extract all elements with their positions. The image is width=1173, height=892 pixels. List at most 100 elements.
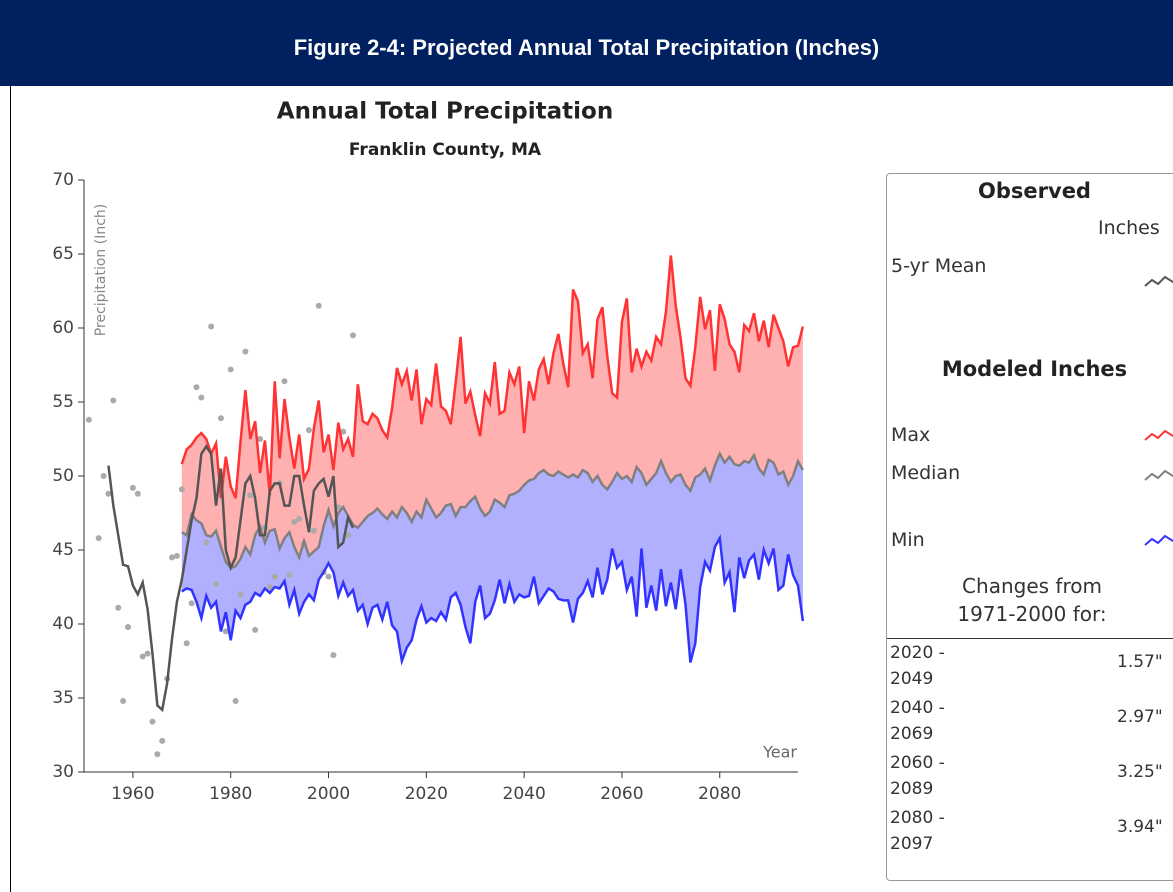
observed-point [183, 640, 190, 647]
observed-point [85, 416, 92, 423]
observed-point [330, 652, 337, 659]
legend-entry: Max [891, 424, 931, 446]
change: 1.57" [1117, 652, 1163, 672]
legend-heading: Observed [978, 179, 1091, 203]
observed-point [345, 532, 352, 539]
chart-title: Annual Total Precipitation [277, 99, 613, 125]
observed-point [193, 384, 200, 391]
observed-point [252, 626, 259, 633]
table-row: 2020 - 2049 1.57" [887, 640, 1173, 695]
observed-point [257, 436, 264, 442]
y-tick-label: 65 [52, 244, 74, 264]
y-tick-label: 45 [52, 540, 74, 560]
observed-point [178, 486, 185, 493]
observed-point [222, 628, 229, 635]
period: 2040 - 2069 [890, 698, 945, 744]
change: 3.94" [1117, 817, 1163, 837]
change: 2.97" [1117, 707, 1163, 727]
x-tick-label: 2020 [405, 784, 448, 804]
y-axis-label: Precipitation (Inch) [93, 204, 109, 336]
y-tick-label: 70 [52, 170, 74, 190]
x-tick-label: 1980 [209, 784, 252, 804]
observed-point [349, 332, 356, 339]
table-row: 2060 - 2089 3.25" [887, 750, 1173, 805]
observed-point [237, 591, 244, 598]
observed-point [286, 572, 293, 579]
observed-point [105, 490, 112, 497]
observed-point [203, 539, 210, 546]
observed-point [95, 535, 102, 542]
change: 3.25" [1117, 762, 1163, 782]
period: 2080 - 2097 [890, 808, 945, 854]
marks [85, 255, 805, 758]
figure-header: Figure 2-4: Projected Annual Total Preci… [0, 0, 1173, 86]
modeled-line [181, 534, 805, 666]
table-row: 2080 - 2097 3.94" [887, 805, 1173, 860]
observed-point [129, 484, 136, 491]
frame [10, 86, 1173, 892]
y-tick-label: 50 [52, 466, 74, 486]
modeled-line [181, 450, 804, 570]
legend-entry: Min [891, 529, 925, 551]
observed-point [266, 584, 273, 590]
period: 2020 - 2049 [890, 643, 945, 689]
mean-line [107, 444, 355, 713]
observed-point [154, 751, 161, 758]
table-row: 2040 - 2069 2.97" [887, 695, 1173, 750]
observed-point [227, 366, 234, 373]
x-tick-label: 2060 [600, 784, 643, 804]
x-tick-label: 2000 [307, 784, 350, 804]
observed-point [144, 650, 151, 657]
observed-point [310, 527, 317, 534]
observed-point [149, 718, 156, 725]
observed-point [134, 490, 141, 497]
y-tick-label: 40 [52, 614, 74, 634]
observed-point [291, 518, 298, 525]
y-tick-label: 55 [52, 392, 74, 412]
legend-icon [1144, 275, 1173, 287]
y-tick-label: 30 [52, 762, 74, 782]
observed-point [271, 573, 278, 580]
observed-point [247, 492, 254, 499]
period: 2060 - 2089 [890, 753, 945, 799]
legend-heading: Modeled Inches [941, 357, 1128, 381]
chart: Annual Total Precipitation Franklin Coun… [52, 99, 805, 804]
observed-point [208, 323, 215, 330]
x-tick-label: 1960 [111, 784, 154, 804]
chart-subtitle: Franklin County, MA [349, 140, 542, 160]
observed-point [242, 348, 249, 355]
observed-point [198, 394, 205, 401]
observed-point [232, 697, 239, 704]
observed-point [305, 427, 312, 434]
y-tick-label: 35 [52, 688, 74, 708]
observed-point [125, 623, 132, 630]
observed-point [340, 428, 347, 435]
observed-point [296, 515, 303, 522]
range-area [181, 255, 803, 568]
observed-point [159, 737, 166, 744]
legend-entry: Median [891, 462, 961, 484]
observed-point [325, 573, 332, 580]
observed-point [100, 473, 107, 479]
observed-point [213, 581, 220, 588]
range-area [181, 453, 803, 663]
observed-point [115, 604, 122, 611]
observed-point [315, 302, 322, 309]
changes-heading: Changes from 1971-2000 for: [957, 574, 1107, 626]
observed-point [169, 554, 176, 561]
legend-icon [1144, 469, 1173, 481]
observed-point [110, 397, 117, 404]
modeled-line [180, 255, 805, 499]
x-tick-label: 2080 [698, 784, 741, 804]
x-tick-label: 2040 [503, 784, 546, 804]
observed-point [188, 600, 195, 607]
y-tick-label: 60 [52, 318, 74, 338]
legend: Observed Inches 5-yr Mean Modeled Inches… [886, 173, 1173, 881]
observed-point [281, 378, 288, 385]
observed-point [120, 697, 127, 704]
table-rule [887, 638, 1173, 639]
x-axis-label: Year [762, 743, 797, 762]
observed-point [139, 653, 146, 660]
legend-icon [1144, 534, 1173, 546]
